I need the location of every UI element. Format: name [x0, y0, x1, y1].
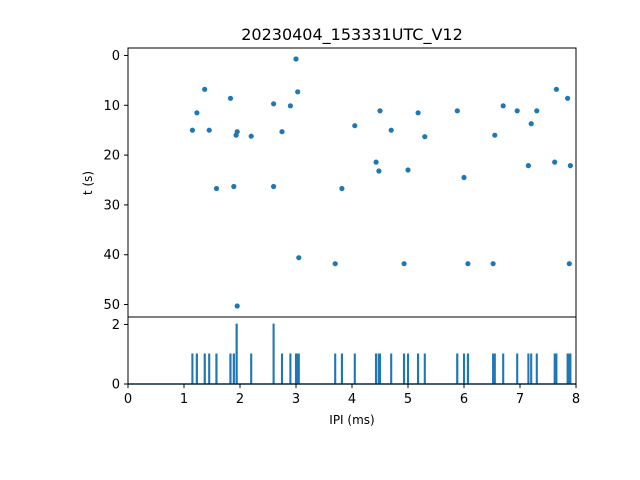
scatter-point [422, 134, 428, 140]
y-tick-label: 20 [103, 149, 120, 164]
scatter-point [565, 95, 571, 101]
scatter-point [415, 110, 421, 116]
x-tick-label: 0 [124, 392, 132, 407]
x-tick-label: 6 [460, 392, 468, 407]
scatter-point [295, 89, 301, 95]
histogram-x-axis-label: IPI (ms) [329, 413, 374, 427]
scatter-point [248, 133, 254, 139]
scatter-point [405, 167, 411, 173]
x-tick-label: 3 [292, 392, 300, 407]
scatter-point [293, 56, 299, 62]
scatter-y-axis-label: t (s) [81, 171, 95, 195]
scatter-axes-frame [127, 47, 577, 318]
scatter-point [231, 183, 237, 190]
scatter-point [202, 86, 208, 92]
scatter-point [514, 108, 520, 114]
histogram-plot [128, 323, 576, 385]
x-tick-label: 1 [180, 392, 188, 407]
scatter-y-axis: 0 10 20 30 40 50 [103, 49, 128, 313]
scatter-point [490, 261, 496, 267]
scatter-point [553, 86, 560, 92]
y-tick-label: 2 [112, 318, 120, 333]
scatter-point [492, 132, 498, 138]
scatter-point [552, 159, 558, 165]
scatter-plot [189, 56, 574, 309]
scatter-point [213, 185, 220, 192]
chart-title: 20230404_153331UTC_V12 [241, 25, 463, 45]
histogram-y-axis: 02 [112, 318, 128, 393]
x-tick-label: 2 [236, 392, 244, 407]
scatter-point [500, 103, 506, 109]
histogram-axes-frame [127, 316, 577, 385]
scatter-point [376, 168, 382, 174]
scatter-point [234, 129, 240, 135]
x-tick-label: 4 [348, 392, 356, 407]
histogram-x-axis: 0 1 2 3 4 5 6 7 8 [124, 384, 580, 407]
scatter-point [534, 108, 540, 114]
scatter-point [279, 129, 285, 135]
histogram-line [128, 323, 576, 385]
x-tick-label: 5 [404, 392, 412, 407]
scatter-point [454, 108, 460, 114]
scatter-point [206, 127, 212, 133]
x-tick-label: 7 [516, 392, 524, 407]
scatter-point [189, 127, 195, 133]
scatter-point [227, 95, 234, 101]
scatter-point [528, 121, 534, 127]
scatter-point [271, 101, 277, 107]
scatter-point [296, 255, 302, 261]
y-tick-label: 50 [103, 298, 120, 313]
scatter-point [525, 163, 532, 169]
scatter-point [352, 123, 358, 129]
y-tick-label: 10 [103, 99, 120, 114]
scatter-point [373, 159, 379, 165]
scatter-point [567, 163, 574, 169]
scatter-point [377, 108, 383, 114]
y-tick-label: 40 [103, 248, 120, 263]
x-tick-label: 8 [572, 392, 580, 407]
scatter-point [234, 303, 240, 309]
y-tick-label: 30 [103, 198, 120, 213]
scatter-point [287, 103, 293, 109]
scatter-point [332, 261, 338, 267]
scatter-point [401, 261, 407, 267]
y-tick-label: 0 [112, 49, 120, 64]
scatter-point [339, 185, 345, 192]
scatter-point [465, 261, 471, 267]
scatter-point [388, 127, 394, 133]
scatter-point [566, 261, 572, 267]
y-tick-label: 0 [112, 378, 120, 393]
scatter-point [461, 174, 467, 181]
scatter-point [271, 183, 277, 190]
scatter-point [194, 110, 200, 116]
